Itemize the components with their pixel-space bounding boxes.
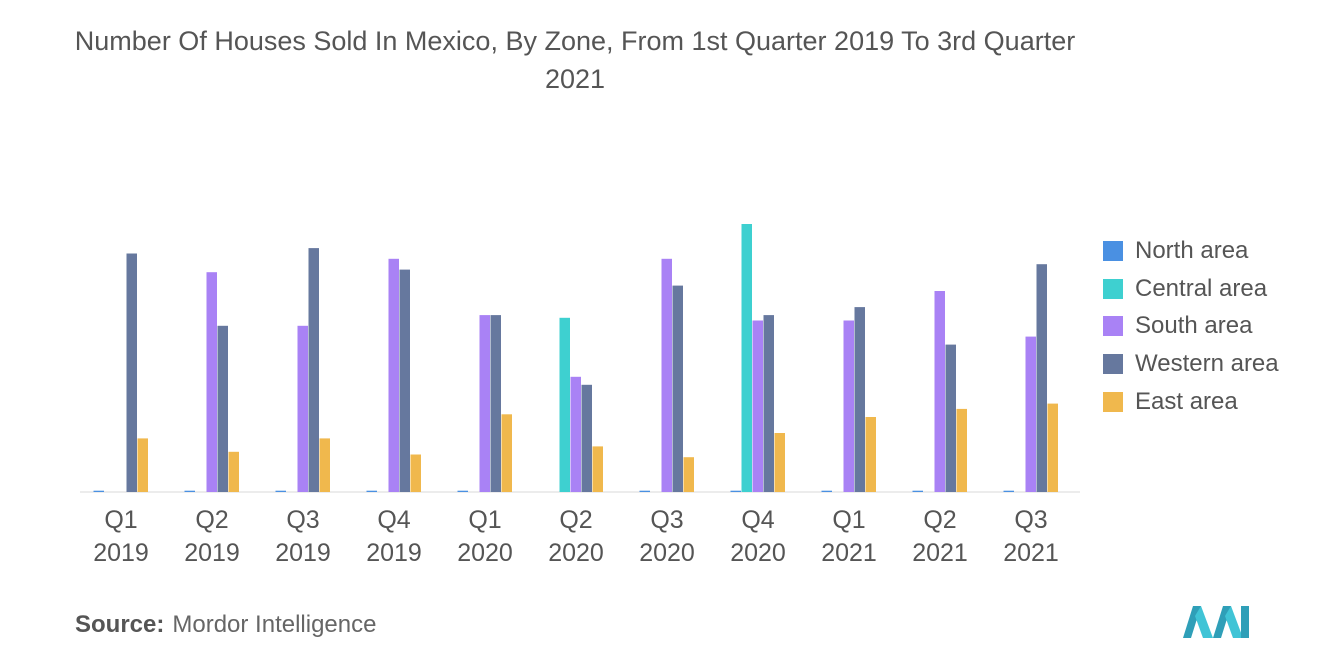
bar-south-area-q2-2019 — [206, 272, 217, 492]
bar-south-area-q1-2020 — [479, 315, 490, 492]
legend-item: North area — [1103, 232, 1279, 270]
x-tick-label: 2020 — [730, 539, 786, 567]
x-tick-label: Q2 — [195, 506, 228, 534]
x-tick-label: Q4 — [741, 506, 774, 534]
legend-swatch — [1103, 354, 1123, 375]
chart-title: Number Of Houses Sold In Mexico, By Zone… — [74, 26, 1076, 94]
legend-swatch — [1103, 240, 1123, 261]
x-tick-label: Q3 — [286, 506, 319, 534]
x-tick-label: 2019 — [366, 539, 422, 567]
bar-south-area-q2-2020 — [570, 376, 581, 492]
bar-western-area-q3-2020 — [672, 285, 683, 492]
bar-south-area-q4-2019 — [388, 258, 399, 492]
x-tick-label: 2019 — [184, 539, 240, 567]
legend-item: East area — [1103, 383, 1279, 421]
x-tick-label: Q3 — [1014, 506, 1047, 534]
x-tick-label: Q2 — [923, 506, 956, 534]
bar-east-area-q2-2020 — [592, 446, 603, 492]
bar-western-area-q4-2020 — [763, 315, 774, 492]
bar-north-area-q3-2020 — [639, 490, 650, 492]
mordor-logo-icon — [1183, 606, 1249, 638]
legend-label: Central area — [1135, 274, 1268, 302]
legend-label: East area — [1135, 388, 1238, 416]
bar-north-area-q2-2021 — [912, 490, 923, 492]
bars-group — [93, 224, 1058, 492]
bar-western-area-q2-2019 — [217, 325, 228, 492]
bar-east-area-q4-2020 — [774, 433, 785, 492]
bar-north-area-q1-2020 — [457, 490, 468, 492]
source-text: Mordor Intelligence — [172, 611, 377, 638]
bar-south-area-q1-2021 — [843, 320, 854, 492]
x-tick-label: 2020 — [457, 539, 513, 567]
x-tick-label: 2020 — [548, 539, 604, 567]
bar-east-area-q1-2020 — [501, 414, 512, 492]
bar-east-area-q2-2021 — [956, 408, 967, 492]
bar-east-area-q2-2019 — [228, 451, 239, 492]
bar-north-area-q4-2019 — [366, 490, 377, 492]
bar-western-area-q3-2021 — [1036, 264, 1047, 492]
bar-western-area-q1-2019 — [126, 253, 137, 492]
bar-western-area-q2-2020 — [581, 384, 592, 492]
bar-east-area-q3-2020 — [683, 457, 694, 492]
x-tick-label: 2019 — [275, 539, 331, 567]
bar-east-area-q1-2021 — [865, 417, 876, 492]
x-tick-label: Q2 — [559, 506, 592, 534]
bar-south-area-q2-2021 — [934, 291, 945, 492]
x-tick-label: 2019 — [93, 539, 149, 567]
x-tick-label: Q4 — [377, 506, 410, 534]
bar-north-area-q3-2019 — [275, 490, 286, 492]
bar-western-area-q2-2021 — [945, 344, 956, 492]
x-tick-label: Q1 — [104, 506, 137, 534]
x-tick-label: Q3 — [650, 506, 683, 534]
x-tick-label: Q1 — [468, 506, 501, 534]
bar-east-area-q3-2021 — [1047, 403, 1058, 492]
bar-western-area-q4-2019 — [399, 269, 410, 492]
bar-western-area-q1-2021 — [854, 307, 865, 492]
x-tick-label: Q1 — [832, 506, 865, 534]
legend-swatch — [1103, 392, 1123, 413]
legend-label: North area — [1135, 236, 1249, 264]
legend-item: Central area — [1103, 270, 1279, 308]
bar-east-area-q4-2019 — [410, 454, 421, 492]
x-tick-labels: Q1 2019 Q2 2019 Q3 2019 Q4 2019 Q1 2020 Q2 2020 Q3 20… — [93, 506, 1059, 567]
x-tick-label: 2021 — [912, 539, 968, 567]
legend-item: South area — [1103, 308, 1279, 346]
bar-western-area-q3-2019 — [308, 248, 319, 492]
bar-east-area-q1-2019 — [137, 438, 148, 492]
bar-north-area-q1-2019 — [93, 490, 104, 492]
legend-label: Western area — [1135, 350, 1279, 378]
bar-south-area-q3-2021 — [1025, 336, 1036, 492]
source-prefix: Source: — [75, 611, 165, 638]
x-tick-label: 2021 — [821, 539, 877, 567]
legend: North area Central area South area Western … — [1103, 232, 1279, 421]
bar-east-area-q3-2019 — [319, 438, 330, 492]
bar-south-area-q4-2020 — [752, 320, 763, 492]
bar-south-area-q3-2019 — [297, 325, 308, 492]
bar-north-area-q3-2021 — [1003, 490, 1014, 492]
legend-item: Western area — [1103, 345, 1279, 383]
x-tick-label: 2020 — [639, 539, 695, 567]
bar-north-area-q2-2019 — [184, 490, 195, 492]
legend-swatch — [1103, 316, 1123, 337]
bar-north-area-q1-2021 — [821, 490, 832, 492]
bar-central-area-q4-2020 — [741, 224, 752, 492]
source-note: Source: Mordor Intelligence — [75, 611, 376, 639]
bar-central-area-q2-2020 — [559, 317, 570, 492]
bar-western-area-q1-2020 — [490, 315, 501, 492]
x-tick-label: 2021 — [1003, 539, 1059, 567]
legend-swatch — [1103, 278, 1123, 299]
bar-north-area-q4-2020 — [730, 490, 741, 492]
bar-south-area-q3-2020 — [661, 258, 672, 492]
legend-label: South area — [1135, 312, 1253, 340]
